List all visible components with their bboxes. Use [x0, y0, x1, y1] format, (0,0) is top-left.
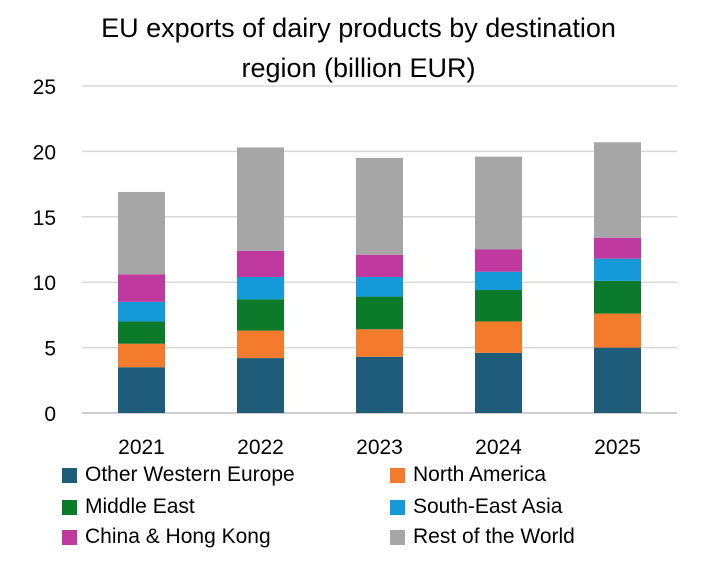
x-tick-label: 2022	[237, 436, 284, 459]
bar-segment-rest-of-the-world	[118, 191, 165, 275]
bar-segment-middle-east	[118, 321, 165, 344]
x-tick-label: 2021	[118, 436, 165, 459]
legend-swatch	[390, 529, 405, 545]
legend-label: North America	[413, 463, 547, 486]
bar-segment-middle-east	[356, 296, 403, 330]
x-tick-label: 2025	[594, 436, 641, 459]
bar-segment-other-western-europe	[594, 347, 641, 413]
bar-segment-rest-of-the-world	[594, 142, 641, 238]
bar-segment-north-america	[594, 313, 641, 348]
y-tick-label: 20	[33, 141, 56, 164]
legend-item-other-western-europe: Other Western Europe	[62, 463, 295, 487]
legend-swatch	[62, 467, 77, 483]
x-tick-label: 2024	[475, 436, 522, 459]
x-tick-label: 2023	[356, 436, 403, 459]
bar-segment-other-western-europe	[356, 356, 403, 413]
chart-title: EU exports of dairy products by destinat…	[0, 8, 717, 88]
legend-label: Other Western Europe	[85, 463, 295, 486]
bar-segment-north-america	[237, 330, 284, 359]
legend-label: South-East Asia	[413, 495, 563, 518]
bar-segment-china-hong-kong	[594, 237, 641, 259]
bar-segment-china-hong-kong	[118, 274, 165, 302]
y-tick-label: 0	[44, 403, 56, 426]
legend-label: China & Hong Kong	[85, 525, 271, 548]
legend-item-rest-of-the-world: Rest of the World	[390, 525, 575, 549]
bar-segment-middle-east	[594, 280, 641, 314]
bar-segment-north-america	[475, 321, 522, 353]
bar-segment-south-east-asia	[118, 301, 165, 322]
bar-segment-north-america	[356, 329, 403, 357]
bar-segment-south-east-asia	[594, 258, 641, 281]
bar-segment-other-western-europe	[237, 358, 284, 413]
legend-item-south-east-asia: South-East Asia	[390, 495, 562, 519]
bar-segment-other-western-europe	[475, 352, 522, 413]
y-tick-label: 10	[33, 272, 56, 295]
chart-title-line-2: region (billion EUR)	[241, 53, 476, 83]
bar-segment-china-hong-kong	[356, 254, 403, 277]
legend-swatch	[390, 467, 405, 483]
bar-segment-middle-east	[475, 290, 522, 322]
legend-item-north-america: North America	[390, 463, 546, 487]
bar-segment-north-america	[118, 343, 165, 368]
bar-segment-china-hong-kong	[475, 249, 522, 272]
legend-swatch	[62, 529, 77, 545]
legend-label: Middle East	[85, 495, 195, 518]
bar-segment-south-east-asia	[237, 276, 284, 300]
bar-segment-middle-east	[237, 299, 284, 331]
bar-segment-other-western-europe	[118, 367, 165, 413]
bar-segment-china-hong-kong	[237, 250, 284, 277]
y-tick-label: 25	[33, 76, 56, 99]
y-tick-label: 5	[44, 338, 56, 361]
legend-item-middle-east: Middle East	[62, 495, 195, 519]
chart-title-line-1: EU exports of dairy products by destinat…	[101, 13, 616, 43]
legend-item-china-hong-kong: China & Hong Kong	[62, 525, 271, 549]
legend-swatch	[390, 499, 405, 515]
bar-segment-rest-of-the-world	[237, 147, 284, 251]
bar-segment-rest-of-the-world	[356, 157, 403, 255]
bar-segment-south-east-asia	[356, 276, 403, 297]
bar-segment-rest-of-the-world	[475, 156, 522, 250]
legend-swatch	[62, 499, 77, 515]
bar-segment-south-east-asia	[475, 271, 522, 291]
y-tick-label: 15	[33, 207, 56, 230]
legend-label: Rest of the World	[413, 525, 575, 548]
